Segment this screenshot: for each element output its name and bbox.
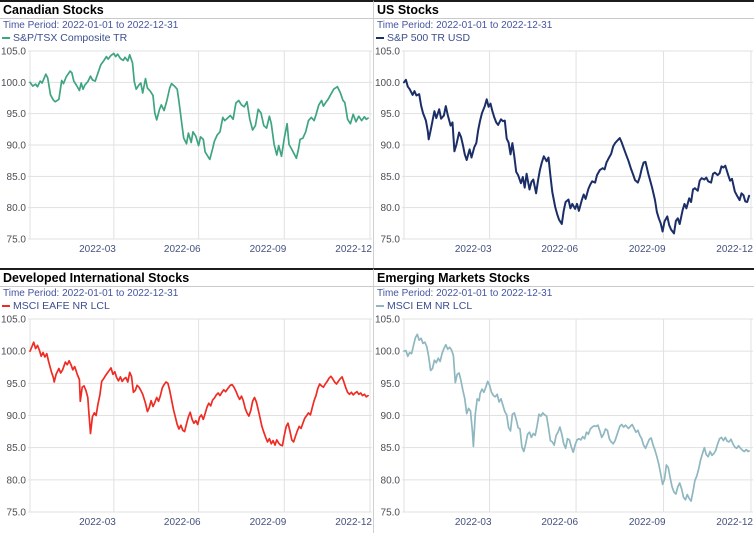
svg-text:2022-09: 2022-09 <box>629 517 666 528</box>
svg-text:75.0: 75.0 <box>381 508 401 519</box>
panel-header: Emerging Markets Stocks <box>374 270 754 287</box>
svg-text:105.0: 105.0 <box>1 47 26 58</box>
svg-text:85.0: 85.0 <box>7 172 27 183</box>
svg-text:80.0: 80.0 <box>7 203 27 214</box>
legend-line-swatch <box>376 305 384 307</box>
panel-header: Canadian Stocks <box>0 2 373 19</box>
svg-text:2022-03: 2022-03 <box>79 517 116 528</box>
svg-text:2022-12: 2022-12 <box>335 517 372 528</box>
svg-text:100.0: 100.0 <box>375 78 400 89</box>
svg-text:2022-12: 2022-12 <box>716 517 753 528</box>
svg-text:95.0: 95.0 <box>7 379 27 390</box>
svg-text:2022-06: 2022-06 <box>164 244 201 255</box>
legend: S&P 500 TR USD <box>374 32 754 44</box>
time-period-label: Time Period: 2022-01-01 to 2022-12-31 <box>377 20 553 31</box>
svg-text:2022-06: 2022-06 <box>541 244 578 255</box>
svg-text:2022-12: 2022-12 <box>335 244 372 255</box>
legend-label: MSCI EAFE NR LCL <box>13 300 110 312</box>
svg-text:2022-03: 2022-03 <box>455 517 492 528</box>
svg-text:2022-03: 2022-03 <box>79 244 116 255</box>
svg-text:100.0: 100.0 <box>1 78 26 89</box>
svg-text:2022-12: 2022-12 <box>716 244 753 255</box>
time-period-label: Time Period: 2022-01-01 to 2022-12-31 <box>377 288 553 299</box>
panel-title: Developed International Stocks <box>3 271 190 285</box>
svg-text:85.0: 85.0 <box>381 172 401 183</box>
svg-text:95.0: 95.0 <box>381 379 401 390</box>
time-period-label: Time Period: 2022-01-01 to 2022-12-31 <box>3 20 179 31</box>
panel-developed-international-stocks: Developed International Stocks Time Peri… <box>0 268 373 533</box>
legend-label: MSCI EM NR LCL <box>387 300 473 312</box>
svg-text:105.0: 105.0 <box>375 315 400 326</box>
svg-text:80.0: 80.0 <box>381 203 401 214</box>
legend: MSCI EAFE NR LCL <box>0 300 373 312</box>
panel-canadian-stocks: Canadian Stocks Time Period: 2022-01-01 … <box>0 0 373 268</box>
legend-label: S&P/TSX Composite TR <box>13 32 128 44</box>
svg-text:100.0: 100.0 <box>375 347 400 358</box>
svg-text:80.0: 80.0 <box>381 475 401 486</box>
panel-title: US Stocks <box>377 3 439 17</box>
svg-text:85.0: 85.0 <box>381 443 401 454</box>
svg-text:75.0: 75.0 <box>7 235 27 246</box>
line-chart-canadian-stocks: 105.0 100.0 95.0 90.0 85.0 80.0 75.0 2022-03 202… <box>0 44 373 256</box>
legend-line-swatch <box>2 305 10 307</box>
panel-header: US Stocks <box>374 2 754 19</box>
panel-us-stocks: US Stocks Time Period: 2022-01-01 to 202… <box>373 0 754 268</box>
svg-text:90.0: 90.0 <box>381 141 401 152</box>
svg-text:2022-06: 2022-06 <box>164 517 201 528</box>
svg-text:2022-09: 2022-09 <box>629 244 666 255</box>
legend-label: S&P 500 TR USD <box>387 32 471 44</box>
svg-text:95.0: 95.0 <box>7 109 27 120</box>
panel-title: Emerging Markets Stocks <box>377 271 530 285</box>
legend-line-swatch <box>376 37 384 39</box>
svg-text:105.0: 105.0 <box>1 315 26 326</box>
panel-emerging-markets-stocks: Emerging Markets Stocks Time Period: 202… <box>373 268 754 533</box>
svg-text:80.0: 80.0 <box>7 475 27 486</box>
svg-text:90.0: 90.0 <box>7 141 27 152</box>
svg-text:100.0: 100.0 <box>1 347 26 358</box>
svg-text:2022-09: 2022-09 <box>250 517 287 528</box>
svg-text:90.0: 90.0 <box>381 411 401 422</box>
legend-line-swatch <box>2 37 10 39</box>
svg-text:2022-09: 2022-09 <box>250 244 287 255</box>
panel-header: Developed International Stocks <box>0 270 373 287</box>
svg-text:75.0: 75.0 <box>381 235 401 246</box>
svg-text:95.0: 95.0 <box>381 109 401 120</box>
time-period-label: Time Period: 2022-01-01 to 2022-12-31 <box>3 288 179 299</box>
svg-text:2022-03: 2022-03 <box>455 244 492 255</box>
svg-text:2022-06: 2022-06 <box>541 517 578 528</box>
line-chart-developed-international-stocks: 105.0 100.0 95.0 90.0 85.0 80.0 75.0 2022-03 202… <box>0 312 373 529</box>
svg-text:85.0: 85.0 <box>7 443 27 454</box>
panel-title: Canadian Stocks <box>3 3 104 17</box>
line-chart-us-stocks: 105.0 100.0 95.0 90.0 85.0 80.0 75.0 2022-03 202… <box>374 44 754 256</box>
legend: MSCI EM NR LCL <box>374 300 754 312</box>
svg-text:75.0: 75.0 <box>7 508 27 519</box>
svg-text:90.0: 90.0 <box>7 411 27 422</box>
line-chart-emerging-markets-stocks: 105.0 100.0 95.0 90.0 85.0 80.0 75.0 2022-03 202… <box>374 312 754 529</box>
svg-text:105.0: 105.0 <box>375 47 400 58</box>
legend: S&P/TSX Composite TR <box>0 32 373 44</box>
